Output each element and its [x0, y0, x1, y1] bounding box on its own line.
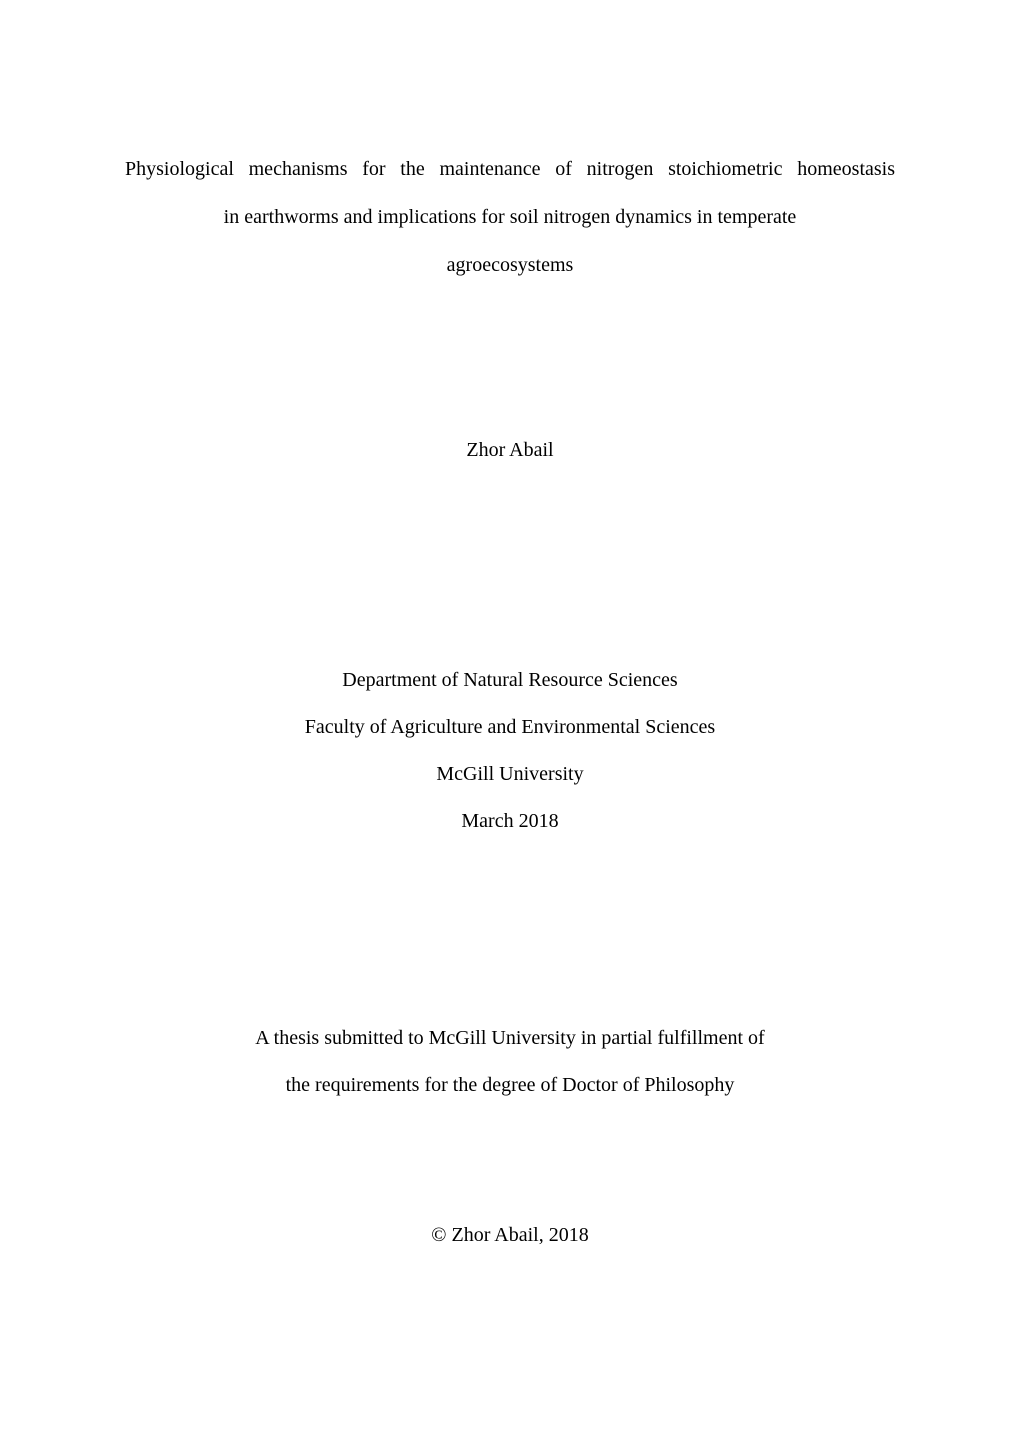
submission-line-1: A thesis submitted to McGill University … [125, 1015, 895, 1062]
submission-line-2: the requirements for the degree of Docto… [125, 1062, 895, 1109]
author-name: Zhor Abail [125, 439, 895, 462]
title-line-3: agroecosystems [125, 241, 895, 289]
thesis-title: Physiological mechanisms for the mainten… [125, 145, 895, 289]
university: McGill University [125, 751, 895, 798]
department: Department of Natural Resource Sciences [125, 657, 895, 704]
title-line-1: Physiological mechanisms for the mainten… [125, 145, 895, 193]
affiliation-block: Department of Natural Resource Sciences … [125, 657, 895, 845]
copyright-notice: © Zhor Abail, 2018 [125, 1224, 895, 1247]
faculty: Faculty of Agriculture and Environmental… [125, 704, 895, 751]
title-line-2: in earthworms and implications for soil … [125, 193, 895, 241]
date: March 2018 [125, 798, 895, 845]
submission-statement: A thesis submitted to McGill University … [125, 1015, 895, 1109]
